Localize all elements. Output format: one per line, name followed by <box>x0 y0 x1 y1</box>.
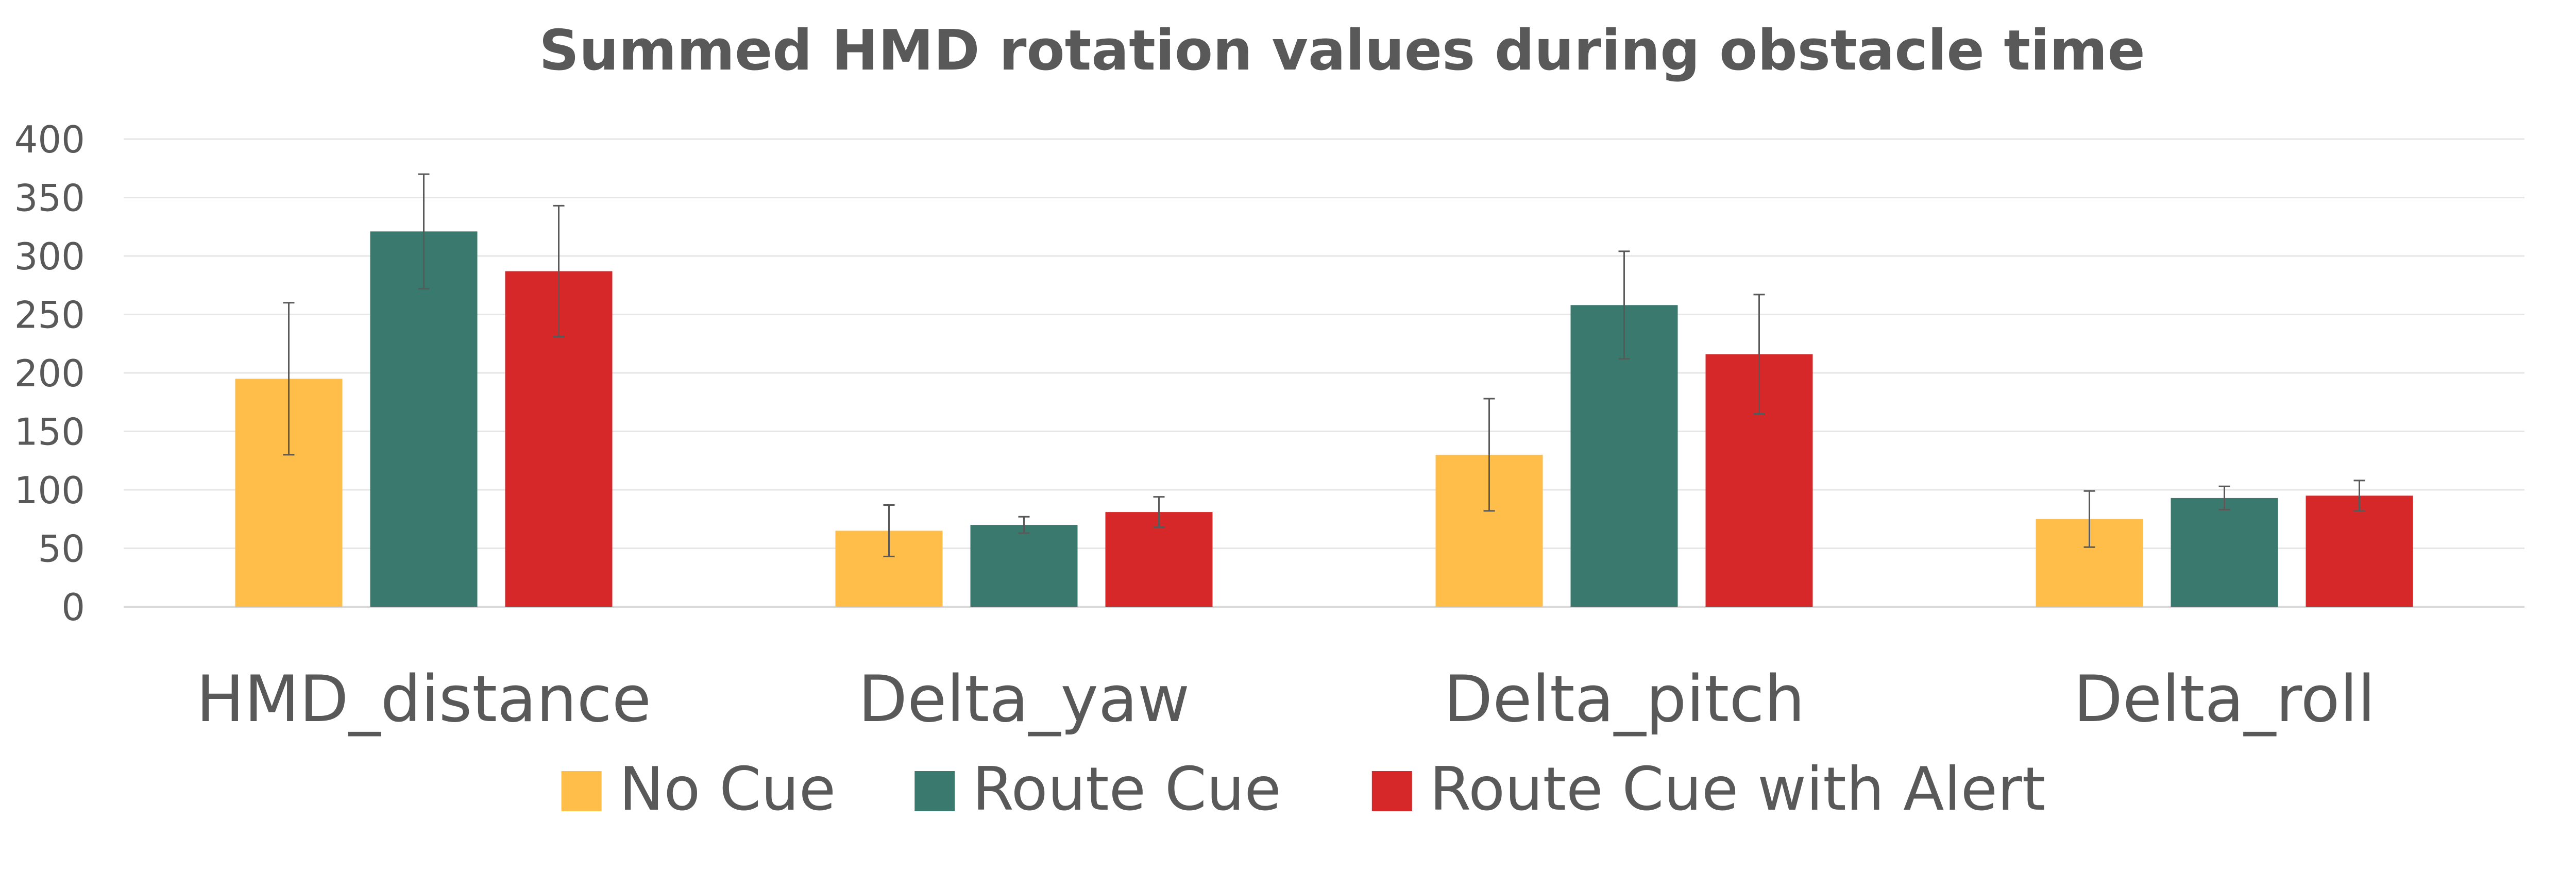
legend-item: Route Cue with Alert <box>1371 755 2045 824</box>
error-bar <box>2218 485 2230 511</box>
y-tick-label: 350 <box>14 177 85 220</box>
legend: No Cue Route Cue Route Cue with Alert <box>561 755 2045 824</box>
error-bar <box>1618 250 1630 360</box>
legend-item: No Cue <box>561 755 836 824</box>
error-bars <box>283 173 2365 557</box>
error-bar <box>418 173 430 290</box>
error-bar <box>553 204 565 338</box>
error-bar <box>1483 398 1495 512</box>
y-tick-label: 400 <box>14 118 85 161</box>
x-category-label: HMD_distance <box>196 662 651 737</box>
x-axis-categories: HMD_distance Delta_yaw Delta_pitch Delta_ro… <box>196 662 2376 737</box>
y-tick-label: 100 <box>14 469 85 512</box>
legend-label: Route Cue <box>972 755 1281 824</box>
error-bar <box>2353 480 2365 512</box>
error-bar <box>1018 516 1030 534</box>
bars <box>235 231 2413 607</box>
error-bar <box>883 504 895 557</box>
bar <box>370 231 478 607</box>
error-bar <box>1153 496 1165 528</box>
y-tick-label: 300 <box>14 235 85 278</box>
error-bar <box>283 302 295 456</box>
bar <box>970 525 1078 607</box>
bar <box>2306 495 2413 607</box>
y-tick-label: 0 <box>61 586 85 629</box>
x-category-label: Delta_yaw <box>858 662 1190 737</box>
y-axis-ticks: 0 50 100 150 200 250 300 350 400 <box>14 118 85 629</box>
legend-label: No Cue <box>619 755 836 824</box>
error-bar <box>2083 490 2095 548</box>
gridlines <box>124 138 2524 608</box>
legend-swatch <box>914 771 955 811</box>
legend-swatch <box>1371 771 1412 811</box>
bar <box>2171 498 2278 607</box>
legend-item: Route Cue <box>914 755 1281 824</box>
legend-swatch <box>561 771 602 811</box>
y-tick-label: 250 <box>14 294 85 337</box>
y-tick-label: 150 <box>14 411 85 454</box>
x-category-label: Delta_pitch <box>1444 662 1805 737</box>
x-category-label: Delta_roll <box>2074 662 2376 737</box>
legend-label: Route Cue with Alert <box>1430 755 2045 824</box>
chart-title: Summed HMD rotation values during obstac… <box>539 19 2145 83</box>
error-bar <box>1753 294 1765 415</box>
y-tick-label: 50 <box>38 527 85 571</box>
y-tick-label: 200 <box>14 352 85 395</box>
